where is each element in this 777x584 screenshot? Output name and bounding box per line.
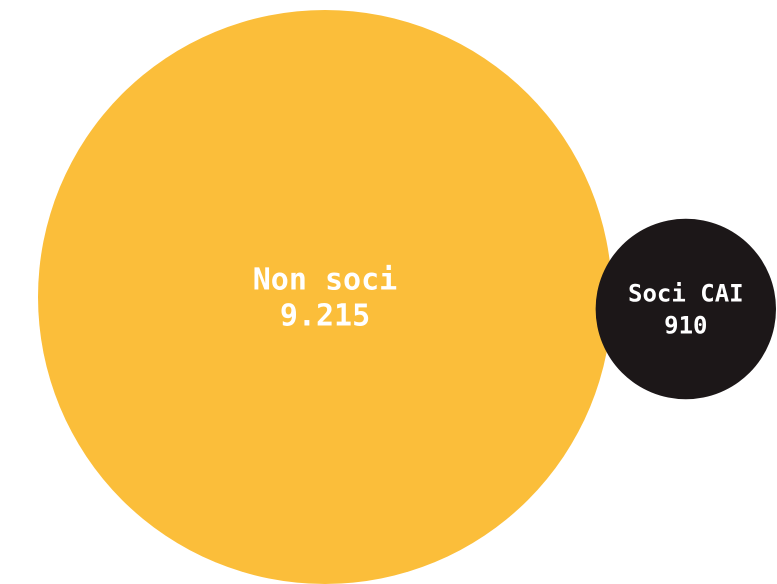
bubble-non-soci-value: 9.215: [280, 299, 370, 334]
bubble-non-soci: [38, 10, 612, 584]
bubble-soci-cai-group: Soci CAI 910: [595, 218, 776, 400]
bubble-soci-cai-label: Soci CAI: [628, 279, 744, 307]
bubble-soci-cai: [595, 218, 776, 400]
bubble-soci-cai-value: 910: [664, 311, 707, 339]
bubble-non-soci-label: Non soci: [253, 263, 398, 298]
bubble-non-soci-group: Non soci 9.215: [38, 10, 612, 584]
